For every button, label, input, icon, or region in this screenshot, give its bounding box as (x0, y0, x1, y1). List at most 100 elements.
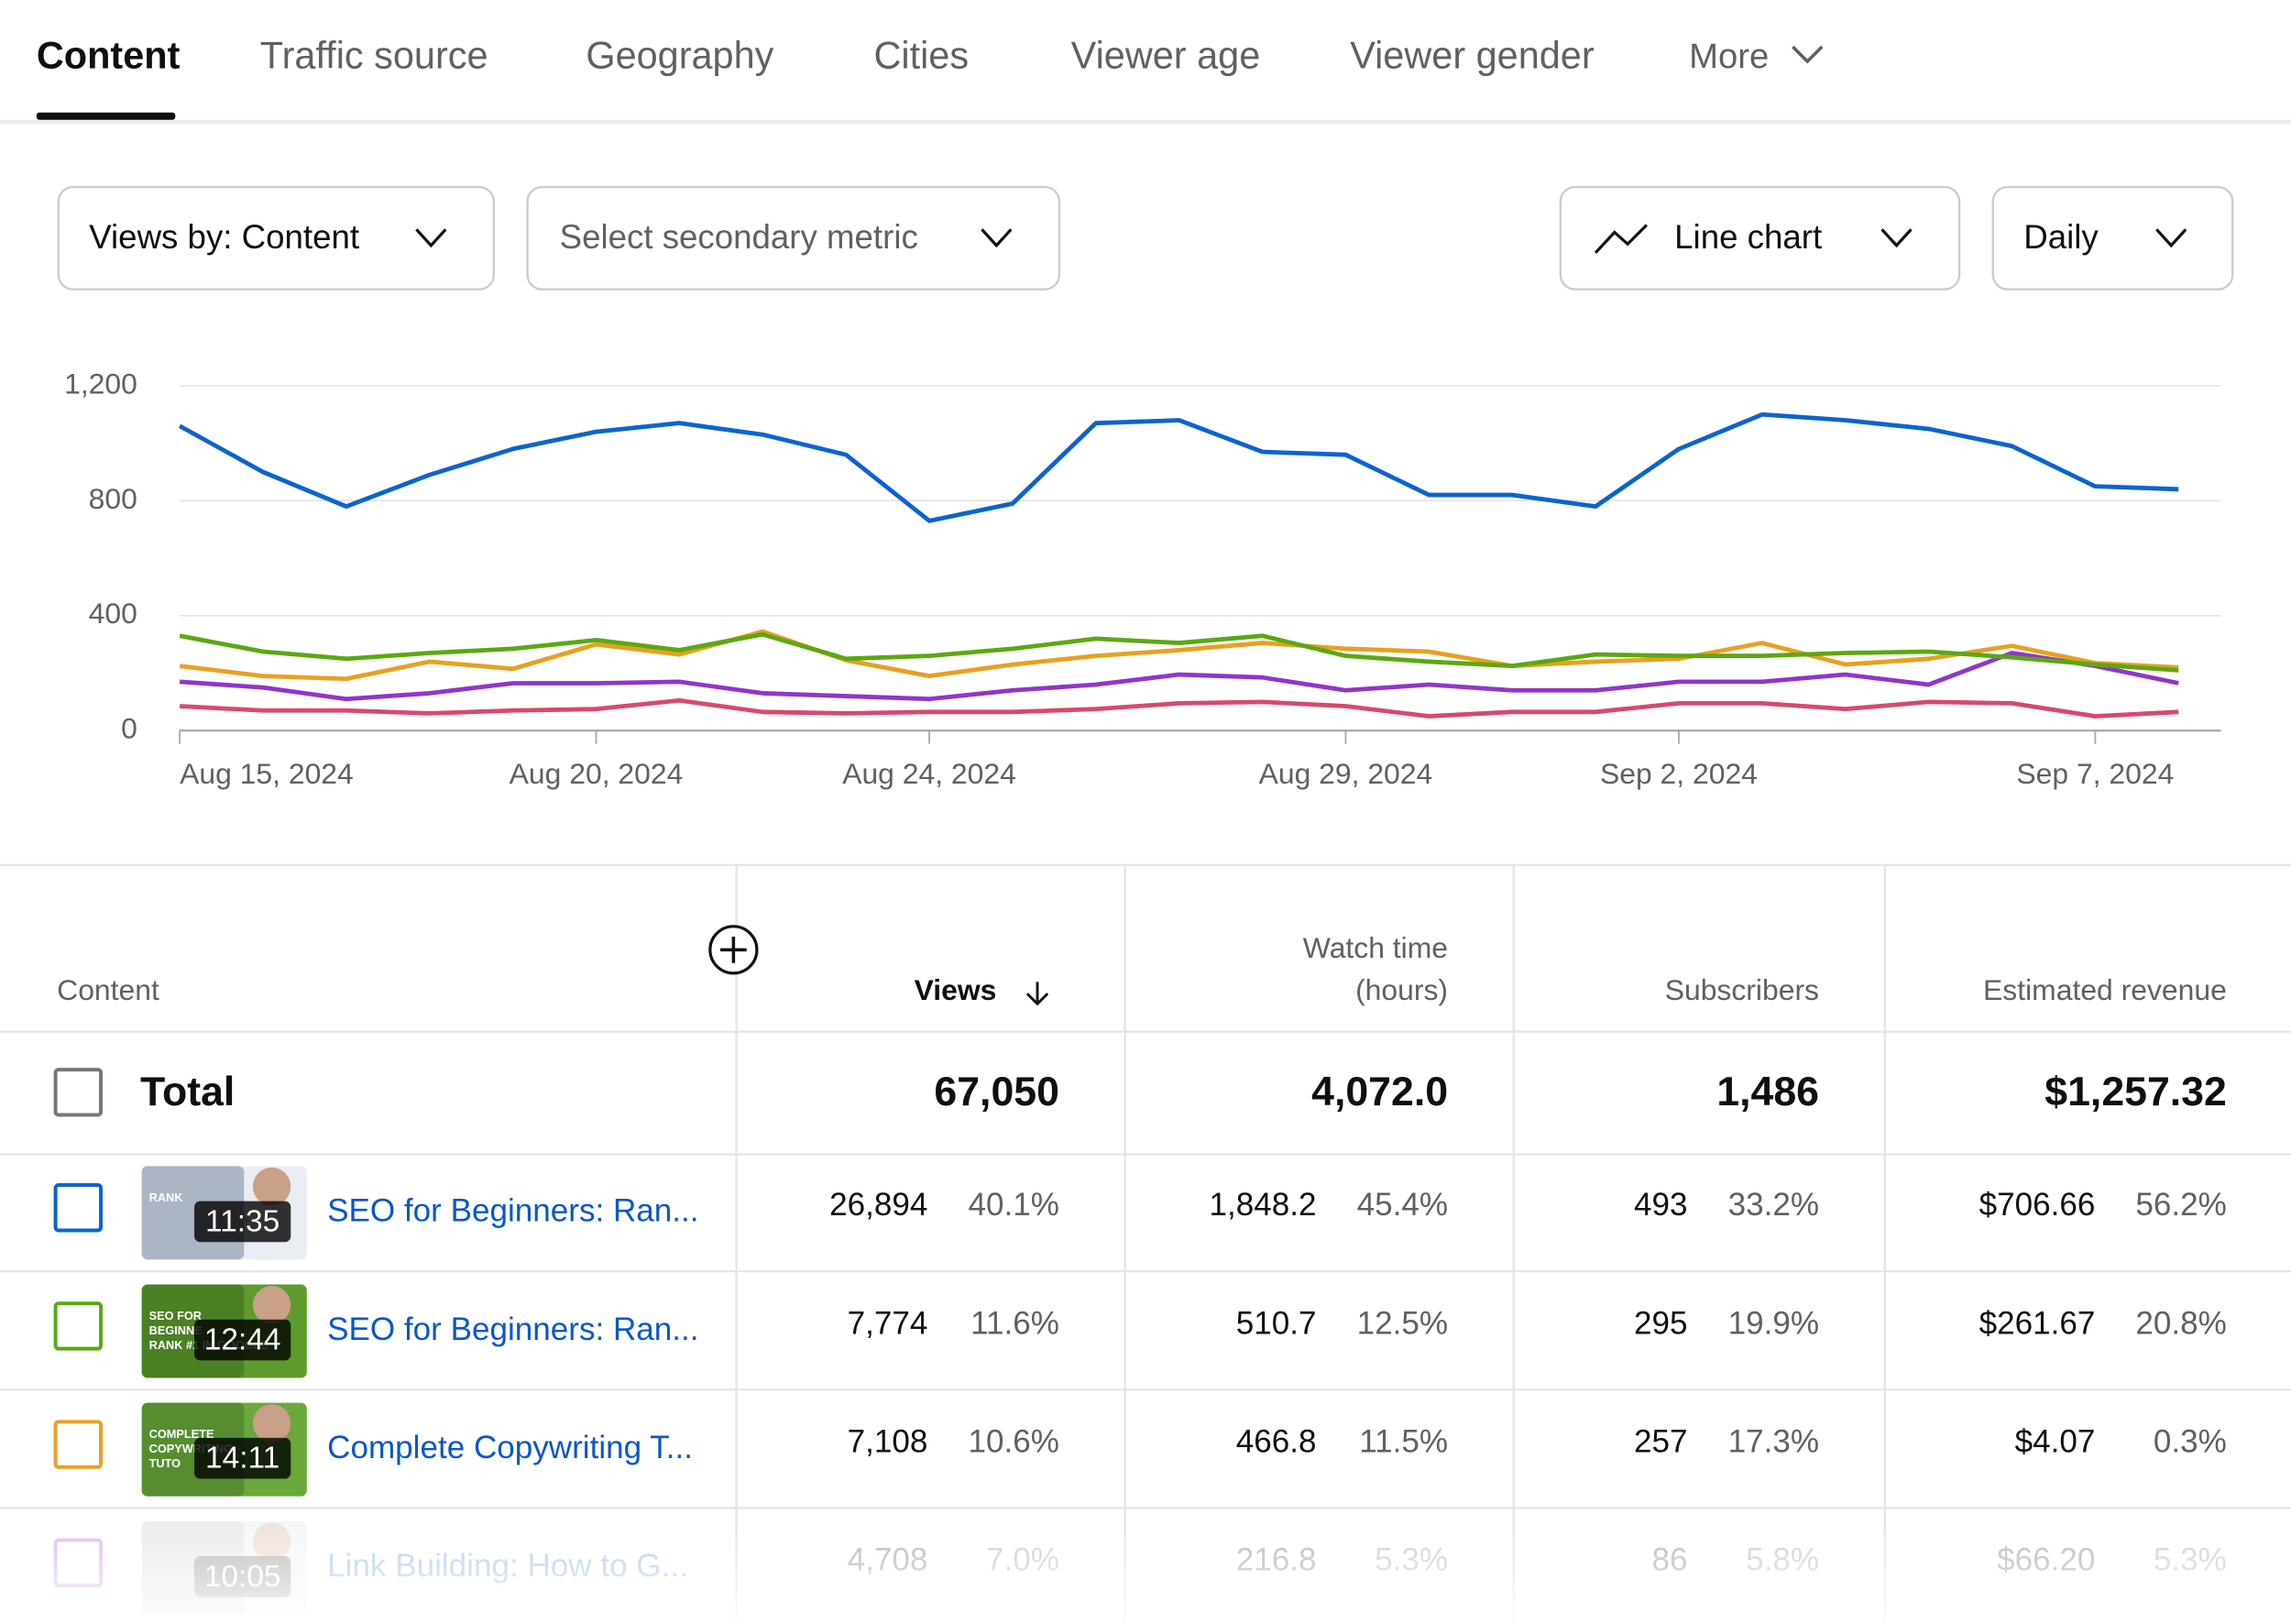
total-value: 67,050 (934, 1070, 1059, 1114)
cell-value: 11.6% (970, 1305, 1059, 1341)
dropdown-label: Views by: Content (89, 218, 359, 256)
cell-value: 17.3% (1728, 1424, 1819, 1460)
x-tick-label: Sep 7, 2024 (2016, 757, 2174, 790)
total-checkbox[interactable] (53, 1068, 104, 1117)
metric-dropdown[interactable] (57, 185, 496, 291)
row-checkbox[interactable] (53, 1420, 104, 1469)
cell-value: 7,774 (848, 1305, 928, 1341)
tab[interactable]: Viewer gender (1350, 34, 1595, 77)
tab-bar-shadow (0, 119, 2291, 125)
y-tick-label: 1,200 (64, 367, 137, 400)
duration-badge (194, 1437, 291, 1479)
table-row[interactable]: RANK 11:35 SEO for Beginners: Ran... 26,894… (53, 1166, 2227, 1260)
cell-value: $261.67 (1979, 1305, 2096, 1341)
interval-dropdown[interactable] (1991, 185, 2234, 291)
fade-overlay (0, 1520, 2291, 1624)
chart-type-dropdown[interactable] (1559, 185, 1961, 291)
active-tab-indicator (36, 112, 176, 120)
cell-value: 295 (1634, 1305, 1688, 1341)
more-chevron (1792, 45, 1824, 64)
series-line (179, 629, 2179, 682)
cell-value: 1,848.2 (1210, 1187, 1317, 1223)
cell-value: 33.2% (1728, 1187, 1819, 1223)
total-value: 1,486 (1716, 1070, 1819, 1114)
video-title[interactable]: Complete Copywriting T... (327, 1430, 693, 1465)
cell-value: 7,108 (848, 1424, 928, 1460)
duration: 12:44 (204, 1322, 281, 1356)
cell-value: 26,894 (829, 1187, 927, 1223)
duration-badge (194, 1319, 291, 1361)
cell-value: 257 (1634, 1424, 1688, 1460)
line-chart-icon (1594, 224, 1649, 254)
cell-value: 493 (1634, 1187, 1688, 1223)
cell-value: $706.66 (1979, 1187, 2096, 1223)
tab[interactable]: Cities (873, 34, 969, 77)
cell-value: 40.1% (969, 1187, 1059, 1223)
column-header: (hours) (1355, 973, 1448, 1006)
tab[interactable]: Viewer age (1071, 34, 1261, 77)
tab[interactable]: Traffic source (260, 34, 488, 77)
column-header: Subscribers (1665, 973, 1819, 1006)
video-title[interactable]: SEO for Beginners: Ran... (327, 1193, 698, 1229)
series-line (179, 631, 2179, 673)
thumbnail-text: BEGINNE (149, 1323, 203, 1337)
tab-bar (0, 0, 2291, 120)
cell-value: 10.6% (969, 1424, 1059, 1460)
y-tick-label: 0 (121, 712, 137, 745)
series-line (179, 697, 2179, 719)
column-header: Estimated revenue (1983, 973, 2227, 1006)
duration-badge (194, 1201, 291, 1243)
column-header: Content (57, 973, 159, 1006)
cell-value: 20.8% (2135, 1305, 2226, 1341)
sort-arrow[interactable] (1025, 982, 1049, 1006)
thumbnail-face (252, 1404, 291, 1443)
tab[interactable]: Geography (586, 34, 773, 77)
cell-value: 0.3% (2154, 1424, 2227, 1460)
x-tick-label: Aug 15, 2024 (180, 757, 354, 790)
thumbnail-face (252, 1167, 291, 1206)
duration: 11:35 (205, 1204, 280, 1238)
dropdown-label: Select secondary metric (560, 218, 918, 256)
video-title[interactable]: SEO for Beginners: Ran... (327, 1311, 698, 1347)
secondary-dropdown[interactable] (526, 185, 1061, 291)
cell-value: 11.5% (1359, 1424, 1448, 1460)
x-tick-label: Aug 24, 2024 (842, 757, 1016, 790)
column-header[interactable]: Views (915, 973, 997, 1006)
y-tick-label: 400 (89, 597, 137, 630)
duration: 14:11 (205, 1442, 280, 1476)
row-checkbox[interactable] (53, 1183, 104, 1233)
dropdown-label: Daily (2023, 218, 2099, 256)
thumbnail-text: COMPLETE (149, 1427, 214, 1441)
tab[interactable]: More (1689, 37, 1769, 76)
table-rules (0, 863, 2291, 1624)
thumbnail-face (252, 1286, 291, 1324)
add-column-plus (720, 937, 747, 963)
tab[interactable]: Content (37, 34, 181, 77)
thumbnail-text: SEO FOR (149, 1309, 202, 1322)
cell-value: 466.8 (1236, 1424, 1317, 1460)
y-tick-label: 800 (89, 482, 137, 515)
thumbnail-text: TUTO (149, 1456, 181, 1470)
total-value: 4,072.0 (1311, 1070, 1448, 1114)
series-line (178, 411, 2179, 523)
dropdown-chevrons (415, 228, 2187, 248)
cell-value: 510.7 (1236, 1305, 1317, 1341)
row-checkbox[interactable] (53, 1301, 104, 1351)
series-line (179, 651, 2179, 702)
x-tick-label: Sep 2, 2024 (1600, 757, 1758, 790)
cell-value: $4.07 (2015, 1424, 2096, 1460)
total-value: $1,257.32 (2044, 1070, 2227, 1114)
dropdown-label: Line chart (1674, 218, 1822, 256)
cell-value: 12.5% (1357, 1305, 1448, 1341)
thumbnail-text: RANK (149, 1191, 184, 1204)
x-tick-label: Aug 29, 2024 (1259, 757, 1433, 790)
column-header: Watch time (1303, 931, 1448, 964)
total-label: Total (140, 1070, 235, 1114)
cell-value: 56.2% (2135, 1187, 2226, 1223)
x-tick-label: Aug 20, 2024 (510, 757, 684, 790)
cell-value: 19.9% (1728, 1305, 1819, 1341)
